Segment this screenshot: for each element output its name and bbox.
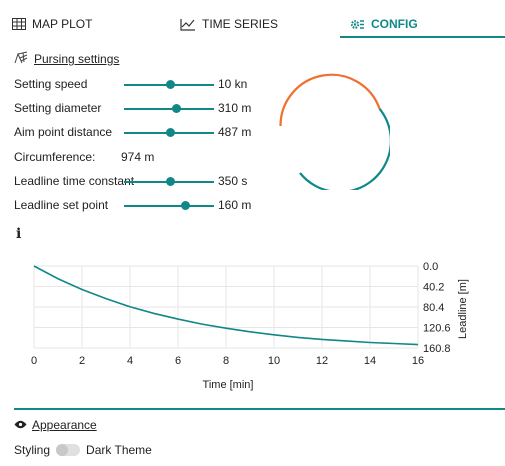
line-chart-icon bbox=[180, 18, 196, 31]
leadline-time-constant-label: Leadline time constant bbox=[14, 174, 135, 188]
x-tick-label: 8 bbox=[223, 355, 229, 367]
leadline-set-point-label: Leadline set point bbox=[14, 198, 109, 212]
tab-bar: MAP PLOT TIME SERIES CONFIG bbox=[0, 0, 505, 42]
setting-row-diameter: Setting diameter 310 m bbox=[14, 101, 314, 117]
tab-time-series[interactable]: TIME SERIES bbox=[180, 14, 278, 34]
dark-theme-toggle[interactable] bbox=[56, 444, 81, 456]
x-tick-label: 10 bbox=[268, 355, 280, 367]
purse-circle-diagram bbox=[279, 73, 390, 190]
circumference-row: Circumference: 974 m bbox=[14, 150, 314, 166]
leadline-time-constant-slider[interactable] bbox=[124, 177, 214, 187]
setting-diameter-slider[interactable] bbox=[124, 104, 214, 114]
y-axis: 0.0 40.2 80.4 120.6 160.8 bbox=[423, 261, 451, 355]
info-icon[interactable]: i bbox=[16, 226, 22, 242]
y-tick-label: 40.2 bbox=[423, 282, 444, 294]
eye-icon bbox=[14, 418, 27, 432]
leadline-series-line bbox=[33, 265, 419, 346]
x-tick-label: 16 bbox=[412, 355, 424, 367]
setting-row-aim-point: Aim point distance 487 m bbox=[14, 125, 314, 141]
circumference-value: 974 m bbox=[121, 150, 155, 164]
chart-grid bbox=[33, 265, 419, 349]
y-tick-label: 160.8 bbox=[423, 343, 451, 355]
styling-label: Styling bbox=[14, 443, 51, 457]
setting-row-speed: Setting speed 10 kn bbox=[14, 77, 314, 93]
leadline-time-constant-value: 350 s bbox=[218, 174, 248, 188]
y-axis-title: Leadline [m] bbox=[457, 279, 469, 339]
map-grid-icon bbox=[12, 18, 26, 30]
setting-diameter-label: Setting diameter bbox=[14, 101, 102, 115]
purse-arc-teal bbox=[299, 108, 390, 190]
x-tick-label: 4 bbox=[127, 355, 133, 367]
circumference-label: Circumference: bbox=[14, 150, 96, 164]
setting-speed-value: 10 kn bbox=[218, 77, 248, 91]
leadline-set-point-value: 160 m bbox=[218, 198, 252, 212]
setting-speed-label: Setting speed bbox=[14, 77, 88, 91]
x-tick-label: 2 bbox=[79, 355, 85, 367]
styling-row: Styling Dark Theme bbox=[14, 443, 152, 457]
setting-speed-slider[interactable] bbox=[124, 80, 214, 90]
appearance-header: Appearance bbox=[14, 418, 97, 432]
aim-point-distance-value: 487 m bbox=[218, 125, 252, 139]
gear-sliders-icon bbox=[351, 19, 365, 30]
pursing-settings-title: Pursing settings bbox=[34, 52, 120, 66]
x-tick-label: 0 bbox=[31, 355, 37, 367]
x-axis: 0 2 4 6 8 10 12 14 16 bbox=[31, 355, 424, 367]
chart-plot-area bbox=[33, 265, 419, 346]
dark-theme-label: Dark Theme bbox=[86, 443, 152, 457]
aim-point-distance-label: Aim point distance bbox=[14, 125, 113, 139]
x-tick-label: 6 bbox=[175, 355, 181, 367]
y-tick-label: 120.6 bbox=[423, 323, 451, 335]
setting-row-leadline-setpoint: Leadline set point 160 m bbox=[14, 198, 314, 214]
leadline-set-point-slider[interactable] bbox=[124, 201, 214, 211]
y-tick-label: 0.0 bbox=[423, 261, 438, 273]
tab-config[interactable]: CONFIG bbox=[351, 14, 418, 34]
tab-time-series-label: TIME SERIES bbox=[202, 17, 279, 31]
ship-net-icon bbox=[14, 51, 29, 67]
active-tab-indicator bbox=[340, 36, 505, 38]
setting-diameter-value: 310 m bbox=[218, 101, 252, 115]
section-divider bbox=[14, 408, 505, 410]
x-axis-title: Time [min] bbox=[203, 379, 254, 391]
purse-arc-orange bbox=[279, 73, 381, 127]
aim-point-distance-slider[interactable] bbox=[124, 128, 214, 138]
leadline-chart: 0 2 4 6 8 10 12 14 16 0.0 40.2 80.4 120.6 160.8 Time… bbox=[31, 261, 469, 391]
y-tick-label: 80.4 bbox=[423, 302, 444, 314]
setting-row-leadline-time: Leadline time constant 350 s bbox=[14, 174, 314, 190]
tab-map-plot[interactable]: MAP PLOT bbox=[12, 14, 92, 34]
tab-map-plot-label: MAP PLOT bbox=[32, 17, 93, 31]
x-tick-label: 12 bbox=[316, 355, 328, 367]
toggle-knob bbox=[56, 444, 69, 456]
x-tick-label: 14 bbox=[364, 355, 376, 367]
appearance-title: Appearance bbox=[32, 418, 97, 432]
pursing-settings-header: Pursing settings bbox=[14, 51, 119, 67]
tab-config-label: CONFIG bbox=[371, 17, 418, 31]
